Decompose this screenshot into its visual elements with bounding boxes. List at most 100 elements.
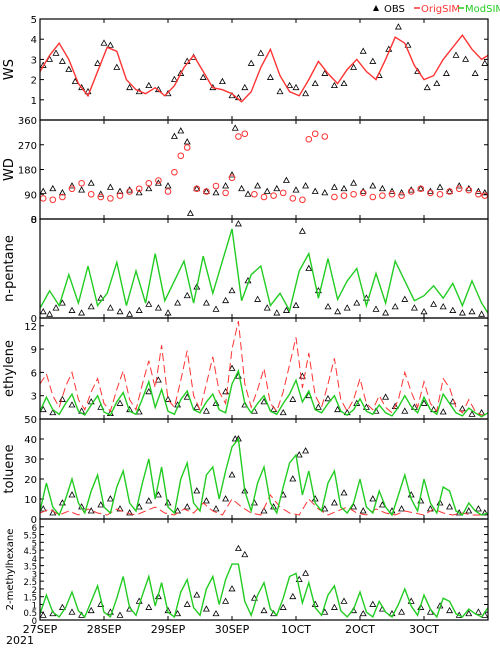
data-point [458,309,466,316]
data-point [359,187,367,194]
data-point [222,495,230,502]
data-point [458,405,466,412]
data-point [298,227,306,234]
y-axis-label: WD [2,158,17,181]
data-point [446,187,454,194]
data-point [388,190,396,198]
data-point [391,303,399,310]
data-point [183,138,191,145]
data-point [350,63,358,70]
data-point [40,611,47,618]
data-point [324,303,332,310]
data-point [126,83,134,91]
data-point [231,124,239,131]
data-point [302,182,310,189]
data-point [65,65,73,72]
data-point [202,299,210,306]
data-point [334,307,342,315]
data-point [52,49,60,56]
data-point [209,83,217,91]
x-axis-year-label: 2021 [6,634,34,647]
data-point [420,399,428,406]
y-tick-label: 0 [32,617,37,627]
data-point [40,505,47,512]
data-point [436,190,444,198]
data-point [359,609,367,617]
data-point [183,144,191,151]
data-point [330,603,338,610]
data-point [330,81,338,89]
data-point [394,23,402,30]
data-point [183,291,191,299]
panel-frame [39,218,489,319]
data-point [87,179,95,186]
data-point [107,195,114,202]
data-point [68,185,76,193]
data-point [97,193,105,201]
data-point [212,182,220,190]
y-tick-label: 6 [31,368,37,379]
y-tick-label: 5 [32,539,37,549]
data-point [436,499,444,506]
data-point [279,189,287,197]
panel-frame [39,18,489,121]
data-point [94,59,102,66]
data-point [177,127,185,134]
data-point [228,174,236,182]
data-point [321,69,329,76]
data-point [78,179,85,187]
data-point [478,310,486,317]
data-point [52,304,60,311]
y-tick-label: 0 [31,215,37,226]
data-point [228,286,236,294]
panel-3: 3 6 9 12 ethylene [2,317,489,420]
data-point [279,603,287,610]
data-point [68,306,76,313]
data-point [282,306,290,313]
data-point [49,184,57,192]
data-point [302,569,310,576]
y-tick-label: 90 [24,190,37,201]
data-point [340,184,348,192]
data-point [266,73,274,80]
data-point [49,408,57,416]
data-point [299,196,306,204]
data-point [378,184,386,192]
data-point [334,405,342,413]
data-point [40,187,47,194]
data-point [481,192,488,199]
data-point [382,309,390,316]
data-point [362,403,370,410]
y-tick-label: 5 [31,15,37,26]
data-point [401,295,409,302]
data-point [106,41,114,48]
data-point [295,451,303,458]
data-point [177,152,185,160]
x-axis: 27SEP 28SEP 29SEP 30SEP 1OCT 2OCT 3OCT [23,623,440,636]
data-point [289,475,297,482]
data-point [388,187,396,194]
data-point [260,606,268,614]
data-point [164,182,172,189]
data-point [87,606,95,614]
data-point [202,187,210,194]
y-tick-label: 0.5 [23,609,37,619]
data-point [420,307,428,315]
series-group [40,124,488,216]
y-tick-label: 0 [31,515,37,526]
data-point [311,187,319,194]
data-point [292,301,300,309]
data-point [340,79,348,87]
data-point [430,300,438,307]
data-point [468,410,476,417]
data-point [263,304,271,311]
data-point [369,193,377,201]
data-point [465,507,473,514]
data-point [170,75,178,82]
y-axis-label: 2-methylhexane [5,529,16,611]
data-point [314,403,322,410]
data-point [359,507,367,514]
data-point [78,309,86,316]
data-point [340,489,348,496]
